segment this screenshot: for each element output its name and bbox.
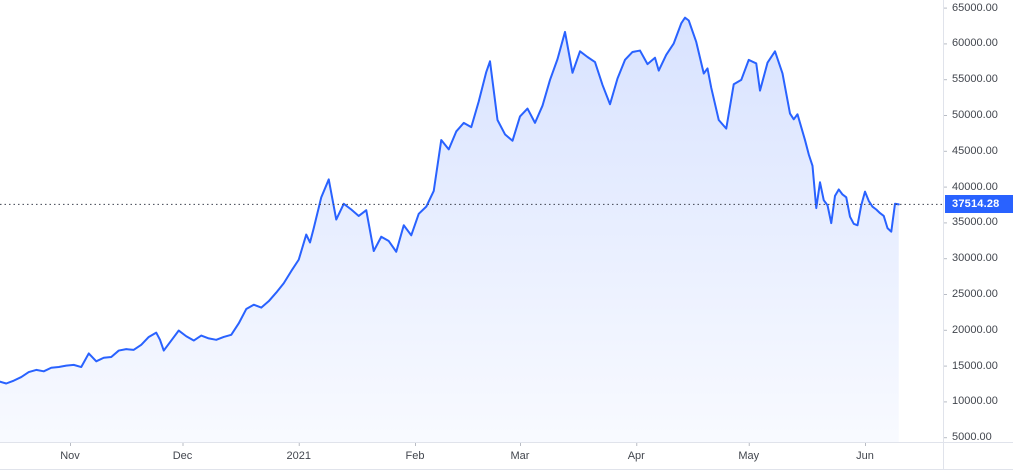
price-axis-label: 50000.00 xyxy=(952,109,998,121)
price-axis-label: 10000.00 xyxy=(952,395,998,408)
price-axis-label: 15000.00 xyxy=(952,359,998,372)
price-axis-label: 35000.00 xyxy=(952,216,998,229)
time-axis-label: Jun xyxy=(856,450,874,462)
price-axis-label: 40000.00 xyxy=(952,180,998,193)
time-axis-label: 2021 xyxy=(286,450,311,462)
price-axis-label: 60000.00 xyxy=(952,37,998,50)
time-axis-label: Dec xyxy=(172,450,193,462)
price-axis-label: 5000.00 xyxy=(952,431,992,444)
time-axis-label: Mar xyxy=(510,450,530,462)
last-price-badge: 37514.28 xyxy=(945,195,1013,214)
time-axis-label: Apr xyxy=(627,450,645,462)
price-axis-label: 20000.00 xyxy=(952,323,998,336)
price-axis-label: 65000.00 xyxy=(952,1,998,14)
price-axis-label: 30000.00 xyxy=(952,252,998,265)
time-axis-label: May xyxy=(738,450,760,462)
price-axis-label: 25000.00 xyxy=(952,288,998,300)
price-axis-label: 55000.00 xyxy=(952,73,998,86)
area-fill xyxy=(0,17,899,442)
time-axis-label: Nov xyxy=(60,450,80,462)
time-axis-label: Feb xyxy=(405,450,425,462)
price-axis-label: 45000.00 xyxy=(952,144,998,157)
price-line-series xyxy=(0,16,900,385)
